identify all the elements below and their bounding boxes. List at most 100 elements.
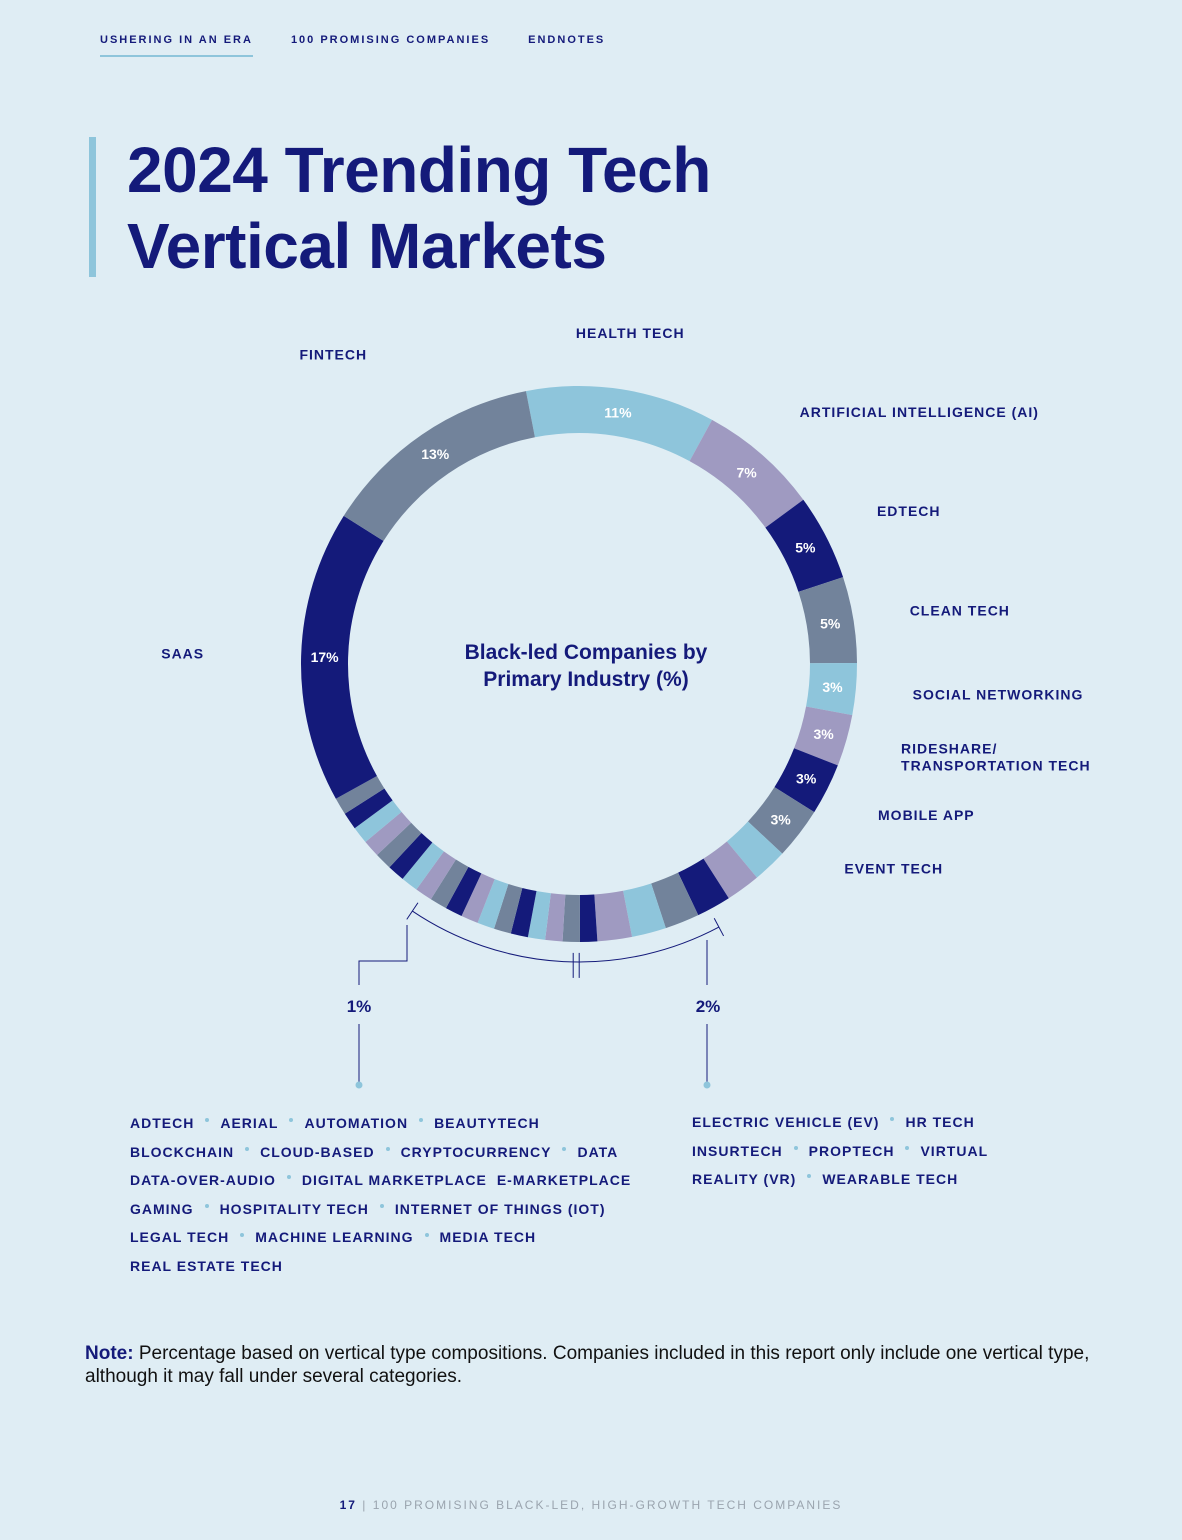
footer-separator: |	[356, 1498, 373, 1512]
list-item: DIGITAL MARKETPLACE	[301, 1172, 487, 1189]
slice-value-label: 3%	[771, 811, 792, 827]
slice-social-networking	[806, 663, 857, 716]
slice-value-label: 7%	[737, 465, 758, 481]
slice-one-percent	[445, 866, 482, 916]
list-item: WEARABLE TECH	[822, 1171, 959, 1188]
slice-one-percent	[494, 883, 523, 934]
list-item: CLOUD-BASED	[260, 1143, 375, 1160]
list-item: LEGAL TECH	[130, 1229, 230, 1246]
slice-health-tech	[525, 386, 713, 462]
list-item: VIRTUAL	[920, 1142, 989, 1159]
slice-two-percent	[703, 841, 757, 899]
bullet-separator	[379, 1204, 384, 1209]
category-label: RIDESHARE/TRANSPORTATION TECH	[901, 740, 1091, 773]
slice-one-percent	[477, 879, 509, 929]
bullet-separator	[289, 1118, 294, 1123]
category-label: MOBILE APP	[878, 807, 975, 823]
list-item: GAMING	[130, 1200, 194, 1217]
slice-mobile-app	[774, 748, 838, 813]
top-navigation: USHERING IN AN ERA 100 PROMISING COMPANI…	[100, 34, 643, 57]
bullet-separator	[205, 1118, 210, 1123]
slice-two-percent	[726, 821, 783, 878]
slice-saas	[301, 515, 384, 799]
bullet-separator	[807, 1174, 812, 1179]
page-number: 17	[339, 1498, 357, 1512]
slice-two-percent	[678, 858, 729, 916]
bullet-separator	[419, 1118, 424, 1123]
chart-title-line-2: Primary Industry (%)	[483, 668, 688, 691]
slice-artificial-intelligence-ai	[689, 419, 804, 528]
list-row: ELECTRIC VEHICLE (EV) HR TECH	[692, 1108, 988, 1137]
bullet-separator	[890, 1117, 895, 1122]
slice-clean-tech	[798, 577, 857, 664]
slice-one-percent	[365, 811, 412, 856]
page-footer: 17 | 100 PROMISING BLACK-LED, HIGH-GROWT…	[0, 1498, 1182, 1512]
list-item: E-MARKETPLACE	[496, 1172, 632, 1189]
list-row: BLOCKCHAIN CLOUD-BASED CRYPTOCURRENCY DATA	[130, 1138, 631, 1167]
list-row: REAL ESTATE TECH	[130, 1252, 631, 1281]
note: Note: Percentage based on vertical type …	[85, 1342, 1105, 1388]
list-row: INSURTECH PROPTECH VIRTUAL	[692, 1137, 988, 1166]
donut-slices	[301, 386, 857, 942]
bullet-separator	[385, 1146, 390, 1151]
category-label: EDTECH	[877, 503, 941, 519]
two-percent-callout: 2%	[696, 940, 720, 1089]
slice-one-percent	[335, 775, 385, 814]
category-label: FINTECH	[299, 347, 367, 363]
list-item: INSURTECH	[692, 1142, 783, 1159]
nav-ushering-in-an-era[interactable]: USHERING IN AN ERA	[100, 34, 253, 57]
slice-value-label: 3%	[814, 726, 835, 742]
slice-one-percent	[416, 851, 456, 900]
list-item: BLOCKCHAIN	[130, 1143, 235, 1160]
list-item: MACHINE LEARNING	[255, 1229, 414, 1246]
bullet-separator	[204, 1204, 209, 1209]
list-item: REALITY (VR)	[692, 1171, 797, 1188]
list-item: ADTECH	[130, 1115, 195, 1131]
slice-one-percent	[579, 894, 598, 942]
list-item: HR TECH	[905, 1114, 975, 1130]
slice-one-percent	[527, 891, 551, 940]
title-line-1: 2024 Trending Tech	[127, 134, 711, 206]
one-percent-list: ADTECH AERIAL AUTOMATION BEAUTYTECH BLOCKCHA…	[130, 1109, 631, 1281]
list-row: LEGAL TECH MACHINE LEARNING MEDIA TECH	[130, 1223, 631, 1252]
slice-two-percent	[651, 872, 699, 929]
slice-value-label: 5%	[820, 615, 841, 631]
category-label: CLEAN TECH	[910, 602, 1010, 618]
category-label: HEALTH TECH	[576, 325, 685, 341]
title-line-2: Vertical Markets	[127, 210, 607, 282]
bullet-separator	[240, 1232, 245, 1237]
list-row: ADTECH AERIAL AUTOMATION BEAUTYTECH	[130, 1109, 631, 1138]
slice-one-percent	[344, 788, 393, 829]
one-percent-callout: 1%	[347, 925, 408, 1089]
slice-value-label: 11%	[604, 404, 632, 420]
slice-value-label: 3%	[796, 771, 817, 787]
bullet-separator	[245, 1146, 250, 1151]
nav-endnotes[interactable]: ENDNOTES	[528, 34, 606, 46]
slice-two-percent	[623, 883, 666, 937]
note-label: Note:	[85, 1343, 134, 1364]
slice-one-percent	[545, 893, 566, 942]
slice-one-percent	[389, 832, 433, 879]
category-label: SOCIAL NETWORKING	[913, 686, 1084, 702]
slice-one-percent	[354, 800, 402, 842]
list-item: INTERNET OF THINGS (IOT)	[394, 1200, 606, 1217]
list-item: ELECTRIC VEHICLE (EV)	[692, 1114, 880, 1130]
title-accent-bar	[89, 137, 96, 277]
chart-title-line-1: Black-led Companies by	[465, 641, 708, 664]
slice-event-tech	[747, 787, 815, 854]
bullet-separator	[424, 1232, 429, 1237]
slice-one-percent	[562, 894, 580, 942]
list-item: AERIAL	[220, 1115, 279, 1131]
two-percent-list: ELECTRIC VEHICLE (EV) HR TECH INSURTECH PRO…	[692, 1108, 988, 1194]
footer-text: 100 PROMISING BLACK-LED, HIGH-GROWTH TEC…	[372, 1498, 843, 1512]
nav-100-promising-companies[interactable]: 100 PROMISING COMPANIES	[290, 34, 491, 46]
list-item: DATA-OVER-AUDIO	[130, 1172, 276, 1189]
note-text: Percentage based on vertical type compos…	[85, 1343, 1090, 1387]
list-item: BEAUTYTECH	[434, 1115, 540, 1131]
category-label: EVENT TECH	[844, 860, 943, 876]
small-slices-bracket	[406, 902, 725, 978]
slice-one-percent	[510, 887, 537, 938]
list-item: REAL ESTATE TECH	[130, 1257, 283, 1274]
list-item: MEDIA TECH	[439, 1229, 537, 1246]
